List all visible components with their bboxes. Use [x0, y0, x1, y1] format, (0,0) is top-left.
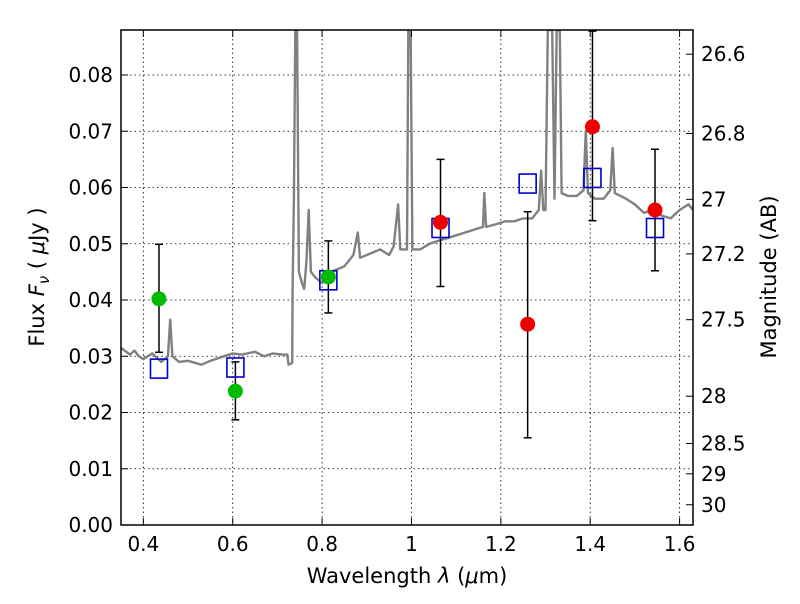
observed-point	[320, 269, 336, 285]
observed-point	[584, 119, 600, 135]
model-photometry-square	[583, 167, 602, 189]
y-tick-label: 0.08	[68, 63, 113, 87]
observed-point	[520, 316, 536, 332]
y-tick-label: 0.00	[68, 513, 113, 537]
right-tick-label: 28	[701, 384, 726, 408]
x-tick-label: 0.8	[306, 532, 338, 556]
observed-point	[647, 202, 663, 218]
x-tick-label: 1.2	[485, 532, 517, 556]
model-photometry-square	[645, 217, 665, 239]
model-photometry-square	[226, 357, 245, 378]
right-axis-ticks: 26.6 26.8 27 27.2 27.5 28 28.5 29 30	[686, 42, 746, 517]
y-tick-label: 0.01	[68, 457, 113, 481]
x-tick-label: 1	[405, 532, 418, 556]
right-tick-label: 30	[701, 493, 726, 517]
x-tick-label: 0.4	[127, 532, 159, 556]
right-tick-label: 27.5	[701, 308, 746, 332]
y-axis-label: Flux Fν ( μJy )	[25, 207, 53, 346]
observed-point	[433, 214, 449, 230]
y-tick-label: 0.07	[68, 119, 113, 143]
right-tick-label: 26.6	[701, 42, 746, 66]
y-axis-ticks: 0.00 0.01 0.02 0.03 0.04 0.05 0.06 0.07 0.08	[68, 63, 128, 537]
right-tick-label: 27.2	[701, 242, 746, 266]
model-photometry-squares	[149, 167, 665, 379]
right-tick-label: 27	[701, 187, 726, 211]
plot-frame	[120, 29, 694, 526]
model-photometry-square	[518, 173, 537, 194]
x-tick-label: 1.4	[574, 532, 606, 556]
right-tick-label: 29	[701, 462, 726, 486]
y-tick-label: 0.06	[68, 176, 113, 200]
y-tick-label: 0.05	[68, 232, 113, 256]
x-axis-label: Wavelength λ (μm)	[307, 564, 508, 588]
observed-points	[151, 119, 663, 399]
x-tick-label: 0.6	[217, 532, 249, 556]
x-axis-ticks: 0.4 0.6 0.8 1 1.2 1.4 1.6	[127, 30, 696, 556]
y-tick-label: 0.02	[68, 401, 113, 425]
x-tick-label: 1.6	[664, 532, 696, 556]
y-tick-label: 0.04	[68, 288, 113, 312]
y-tick-label: 0.03	[68, 344, 113, 368]
model-photometry-square	[149, 358, 169, 379]
right-tick-label: 28.5	[701, 431, 746, 455]
right-axis-label: Magnitude (AB)	[757, 195, 781, 358]
observed-point	[227, 383, 243, 399]
right-tick-label: 26.8	[701, 122, 746, 146]
observed-point	[151, 291, 167, 307]
